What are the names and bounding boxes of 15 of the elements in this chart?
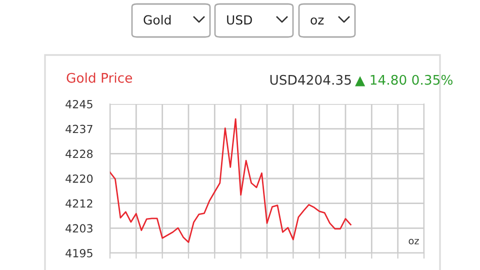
chart-subtitle: USD4204.35 [270, 74, 351, 85]
y-tick-label: 4237 [66, 124, 92, 134]
y-tick-label: 4195 [66, 248, 92, 258]
chart-title: Gold Price [66, 72, 132, 83]
y-tick-label: 4212 [66, 199, 92, 208]
line-series [110, 118, 352, 243]
y-tick-label: 4220 [66, 174, 93, 183]
text: oz [310, 17, 324, 25]
text: USD [227, 15, 252, 25]
text: Gold [144, 14, 171, 25]
annotation: oz [408, 238, 419, 244]
y-tick-label: 4245 [66, 100, 92, 108]
y-tick-label: 4203 [66, 224, 92, 233]
y-tick-label: 4228 [66, 150, 93, 158]
text: ▲ 14.80 0.35% [355, 74, 452, 86]
